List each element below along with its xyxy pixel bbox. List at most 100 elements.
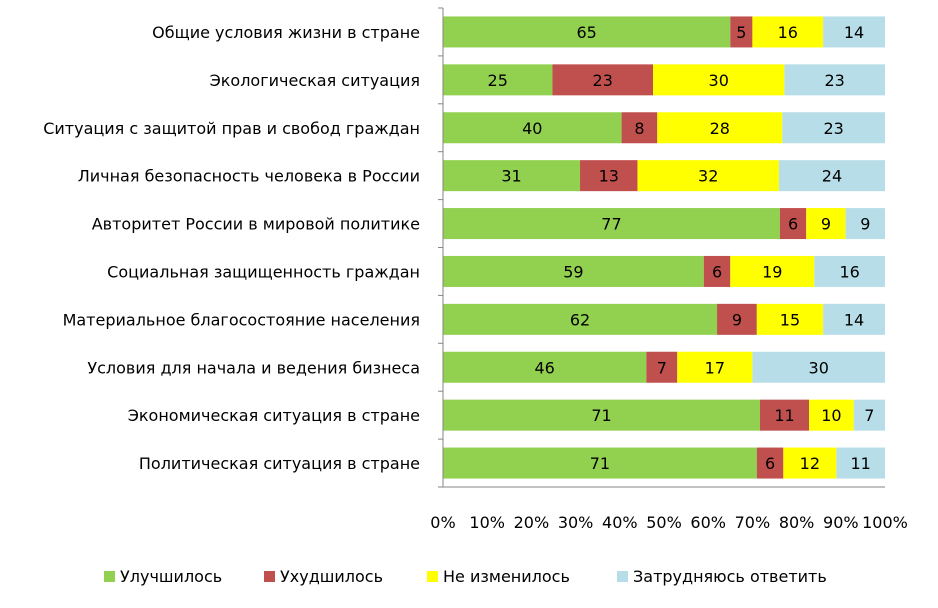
category-label: Личная безопасность человека в России [78,167,420,186]
bar-segment-series-1 [552,64,654,96]
data-label: 8 [634,119,644,138]
x-tick-label: 100% [862,513,908,532]
x-tick-labels: 0% 10% 20% 30% 40% 50% 60% 70% 80% 90% 100% [430,513,908,532]
data-label: 5 [736,23,746,42]
bar-segment-series-1 [703,255,731,287]
bar-segment-series-0 [443,399,760,431]
x-tick-label: 70% [735,513,771,532]
bar-segment-series-1 [580,160,638,192]
bar-segment-series-3 [752,351,885,383]
bar-segment-series-0 [443,303,718,335]
data-label: 11 [774,406,794,425]
bar-segment-series-2 [752,16,824,48]
legend-label: Ухудшилось [280,567,383,586]
data-label: 40 [522,119,542,138]
bar-segment-series-0 [443,112,622,144]
bar-segment-series-2 [756,303,824,335]
data-label: 10 [821,406,841,425]
bar-segment-series-2 [730,255,815,287]
data-label: 23 [593,71,613,90]
data-label: 23 [823,119,843,138]
bar-segment-series-2 [783,447,837,479]
bar-segment-series-0 [443,255,704,287]
bar-segment-series-1 [759,399,810,431]
legend-label: Не изменилось [443,567,570,586]
bar-segment-series-2 [809,399,854,431]
bar-segment-series-3 [782,112,885,144]
legend-label: Улучшилось [120,567,222,586]
category-label: Экономическая ситуация в стране [128,406,420,425]
legend: Улучшилось Ухудшилось Не изменилось Затрудн… [104,567,827,586]
x-tick-label: 90% [823,513,859,532]
category-label: Общие условия жизни в стране [152,23,420,42]
bar-segment-series-0 [443,64,553,96]
x-tick-label: 0% [430,513,455,532]
category-label: Социальная защищенность граждан [107,262,420,281]
bar-segment-series-3 [845,208,885,240]
category-label: Материальное благосостояние населения [63,310,420,329]
x-tick-label: 80% [779,513,815,532]
x-tick-label: 40% [602,513,638,532]
x-tick-label: 20% [514,513,550,532]
bar-segment-series-3 [823,16,885,48]
bar-segment-series-2 [806,208,846,240]
data-label: 9 [860,215,870,234]
bar-segment-series-0 [443,16,731,48]
bar-segment-series-0 [443,447,757,479]
data-label: 30 [809,358,829,377]
data-label: 16 [778,23,798,42]
data-label: 6 [765,454,775,473]
data-label: 71 [590,454,610,473]
data-label: 9 [732,310,742,329]
data-label: 13 [599,167,619,186]
data-label: 71 [591,406,611,425]
legend-label: Затрудняюсь ответить [633,567,827,586]
bar-segment-series-1 [717,303,757,335]
bar-segment-series-0 [443,208,780,240]
data-label: 11 [851,454,871,473]
data-label: 65 [576,23,596,42]
axes-group [438,7,885,488]
data-label: 19 [762,262,782,281]
data-label: 32 [698,167,718,186]
data-label: 59 [563,262,583,281]
data-label: 12 [800,454,820,473]
data-label: 9 [821,215,831,234]
category-label: Условия для начала и ведения бизнеса [87,358,420,377]
data-label: 6 [712,262,722,281]
bar-segment-series-3 [823,303,885,335]
bar-segment-series-3 [784,64,885,96]
data-label: 30 [709,71,729,90]
legend-swatch-series-3 [617,571,628,582]
bar-segment-series-1 [730,16,753,48]
data-label: 15 [780,310,800,329]
bar-segment-series-3 [853,399,885,431]
data-label: 77 [601,215,621,234]
data-label: 7 [657,358,667,377]
x-tick-label: 50% [646,513,682,532]
x-tick-label: 60% [690,513,726,532]
data-label: 62 [570,310,590,329]
category-label: Авторитет России в мировой политике [92,215,420,234]
bar-segment-series-2 [677,351,753,383]
bar-segment-series-1 [756,447,784,479]
category-label: Ситуация с защитой прав и свобод граждан [43,119,420,138]
data-label: 14 [844,310,864,329]
data-label: 16 [839,262,859,281]
data-label: 25 [488,71,508,90]
data-label: 23 [824,71,844,90]
bar-segment-series-2 [657,112,783,144]
bar-segment-series-2 [653,64,785,96]
data-label: 6 [788,215,798,234]
bar-segment-series-0 [443,351,647,383]
bar-segment-series-3 [836,447,885,479]
legend-swatch-series-0 [104,571,115,582]
data-label: 7 [864,406,874,425]
category-labels: Общие условия жизни в стране Экологическа… [43,23,420,473]
data-label: 17 [705,358,725,377]
data-label: 31 [501,167,521,186]
bar-segment-series-1 [621,112,658,144]
bar-segment-series-1 [779,208,807,240]
